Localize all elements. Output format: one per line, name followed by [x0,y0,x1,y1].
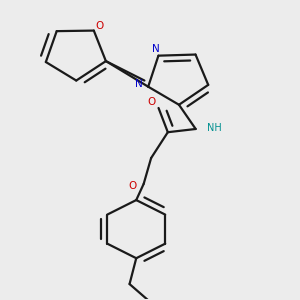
Text: O: O [128,181,137,190]
Text: N: N [152,44,159,54]
Text: O: O [95,21,104,31]
Text: O: O [148,97,156,107]
Text: N: N [135,79,143,89]
Text: NH: NH [207,123,222,133]
